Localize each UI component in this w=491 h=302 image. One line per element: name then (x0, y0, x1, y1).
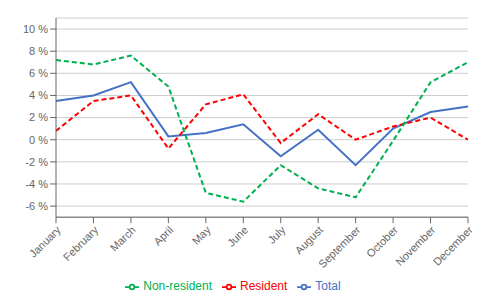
html-text:Non-resident: Non-resident (143, 279, 212, 294)
svg-text:September: September (316, 223, 363, 270)
html-text:Total: Total (315, 279, 341, 294)
svg-text:November: November (393, 223, 438, 268)
svg-text:-6 %: -6 % (25, 200, 48, 212)
svg-text:May: May (190, 223, 214, 247)
svg-text:December: December (431, 223, 476, 268)
svg-text:August: August (292, 224, 325, 257)
svg-text:10 %: 10 % (23, 23, 48, 35)
svg-text:July: July (265, 223, 288, 246)
svg-text:0 %: 0 % (29, 134, 48, 146)
svg-text:February: February (61, 223, 101, 263)
svg-text:October: October (364, 223, 400, 259)
svg-text:8 %: 8 % (29, 45, 48, 57)
svg-text:April: April (151, 224, 175, 248)
svg-text:-2 %: -2 % (25, 156, 48, 168)
html-text:Resident: Resident (240, 279, 288, 294)
svg-text:-4 %: -4 % (25, 178, 48, 190)
svg-text:6 %: 6 % (29, 67, 48, 79)
svg-text:June: June (225, 224, 250, 249)
svg-text:2 %: 2 % (29, 111, 48, 123)
svg-text:January: January (27, 223, 64, 260)
svg-text:March: March (108, 224, 138, 254)
svg-text:4 %: 4 % (29, 89, 48, 101)
